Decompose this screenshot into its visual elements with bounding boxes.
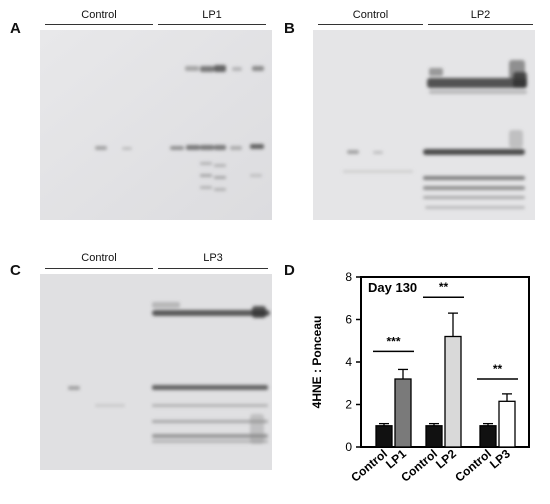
panel-b-group1-line (318, 24, 423, 25)
x-tick-label: LP2 (433, 446, 459, 471)
panel-c-group2-line (158, 268, 268, 269)
x-tick-label: Control (348, 447, 390, 485)
panel-c-label: C (10, 262, 21, 279)
bar (425, 425, 443, 448)
bar (375, 425, 393, 448)
y-axis-label: 4HNE : Ponceau (310, 316, 324, 409)
panel-a-group2-label: LP1 (202, 9, 222, 21)
panel-b-group2-label: LP2 (470, 9, 491, 21)
panel-a-group1-label: Control (81, 9, 117, 21)
x-tick-label: LP3 (487, 446, 513, 471)
bar (498, 400, 516, 448)
panel-c-group1-label: Control (81, 252, 117, 264)
panel-c-group2-label: LP3 (203, 252, 223, 264)
blot-c (40, 274, 272, 470)
y-tick-label: 2 (345, 398, 352, 412)
y-tick-label: 8 (345, 270, 352, 284)
panel-d-label: D (284, 262, 295, 279)
chart-title: Day 130 (368, 280, 417, 295)
significance-label: ** (439, 280, 449, 294)
panel-a-group1-line (45, 24, 153, 25)
panel-b-group1-label: Control (352, 9, 389, 21)
x-tick-label: Control (452, 447, 494, 485)
blot-b (313, 30, 535, 220)
blot-a (40, 30, 272, 220)
bar (394, 378, 412, 448)
panel-b-group2-line (428, 24, 533, 25)
significance-label: *** (386, 334, 400, 348)
y-tick-label: 6 (345, 313, 352, 327)
y-tick-label: 4 (345, 355, 352, 369)
panel-a-group2-line (158, 24, 266, 25)
panel-c-group1-line (45, 268, 153, 269)
y-tick-label: 0 (345, 440, 352, 454)
bar (479, 425, 497, 448)
significance-label: ** (493, 362, 503, 376)
bar (444, 335, 462, 448)
panel-a-label: A (10, 20, 21, 37)
panel-b-label: B (284, 20, 295, 37)
